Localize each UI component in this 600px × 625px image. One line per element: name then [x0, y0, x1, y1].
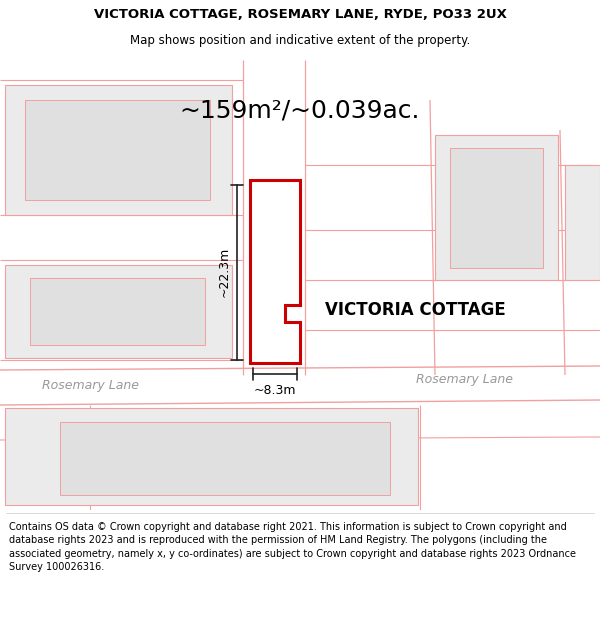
Text: Map shows position and indicative extent of the property.: Map shows position and indicative extent… [130, 34, 470, 47]
Polygon shape [60, 422, 390, 495]
Text: ~22.3m: ~22.3m [218, 247, 230, 297]
Text: ~159m²/~0.039ac.: ~159m²/~0.039ac. [180, 98, 420, 122]
Polygon shape [30, 278, 205, 345]
Polygon shape [5, 265, 232, 358]
Polygon shape [5, 85, 232, 215]
Polygon shape [435, 135, 558, 280]
Polygon shape [250, 180, 300, 363]
Polygon shape [25, 100, 210, 200]
Polygon shape [450, 148, 543, 268]
Text: VICTORIA COTTAGE, ROSEMARY LANE, RYDE, PO33 2UX: VICTORIA COTTAGE, ROSEMARY LANE, RYDE, P… [94, 8, 506, 21]
Polygon shape [5, 408, 418, 505]
Text: Contains OS data © Crown copyright and database right 2021. This information is : Contains OS data © Crown copyright and d… [9, 521, 576, 572]
Text: Rosemary Lane: Rosemary Lane [41, 379, 139, 391]
Polygon shape [565, 165, 600, 280]
Text: Rosemary Lane: Rosemary Lane [416, 374, 514, 386]
Text: ~8.3m: ~8.3m [254, 384, 296, 396]
Text: VICTORIA COTTAGE: VICTORIA COTTAGE [325, 301, 505, 319]
